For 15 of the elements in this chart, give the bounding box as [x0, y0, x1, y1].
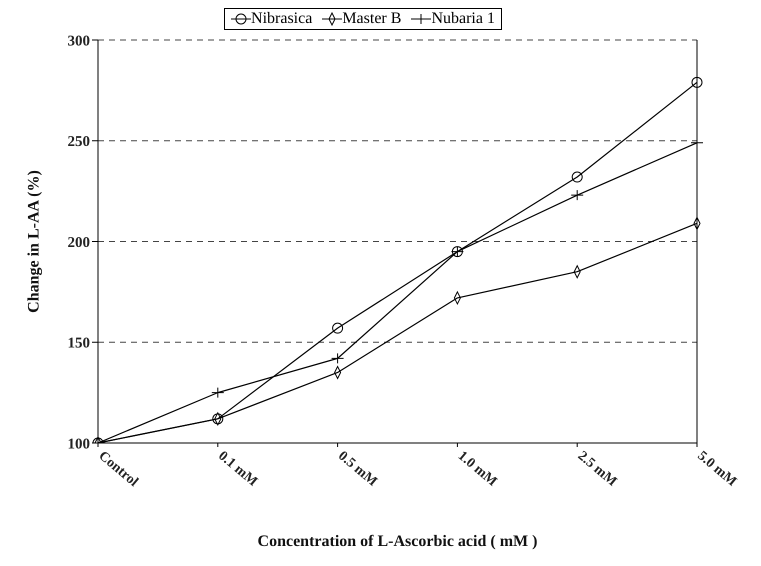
legend-label: Nibrasica [250, 10, 312, 28]
y-tick-label: 250 [68, 134, 90, 150]
x-tick-label: 2.5 mM [574, 448, 620, 490]
x-tick-label: 5.0 mM [694, 448, 740, 490]
x-tick-label: 0.1 mM [215, 448, 260, 490]
x-tick-label: 0.5 mM [335, 448, 380, 490]
y-tick-label: 100 [68, 436, 90, 452]
y-tick-label: 150 [68, 336, 90, 352]
x-tick-label: 1.0 mM [454, 448, 500, 490]
y-tick-label: 300 [68, 33, 90, 50]
legend-label: Nubaria 1 [430, 10, 495, 28]
y-tick-label: 200 [68, 234, 90, 251]
x-axis-title: Concentration of L-Ascorbic acid ( mM ) [258, 533, 538, 550]
y-axis-title: Change in L-AA (%) [26, 170, 43, 313]
legend-label: Master B [341, 10, 402, 28]
